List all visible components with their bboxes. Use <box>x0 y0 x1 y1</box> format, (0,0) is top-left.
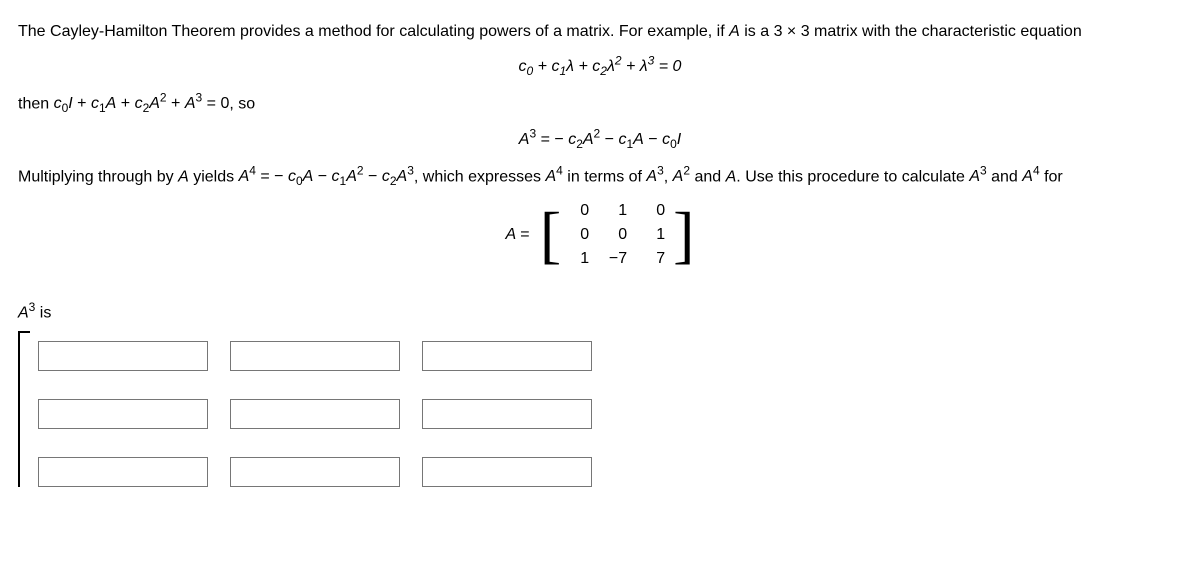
p3f: and <box>690 168 726 185</box>
left-bracket-icon: [ <box>540 208 561 262</box>
p3-A4a: A4 <box>545 168 562 185</box>
p3-A2: A2 <box>673 168 690 185</box>
intro-text-b: is a 3 × 3 matrix with the characteristi… <box>740 23 1082 40</box>
a3-cell-2-0[interactable] <box>38 457 208 487</box>
intro-text-a: The Cayley-Hamilton Theorem provides a m… <box>18 23 729 40</box>
eq2-text: A3 = − c2A2 − c1A − c0I <box>519 131 681 148</box>
p3-A: A <box>726 168 737 185</box>
a3-input-matrix <box>18 331 596 487</box>
p3-A3b: A3 <box>969 168 986 185</box>
matrix-cell: 1 <box>645 226 665 244</box>
input-left-bracket-icon <box>18 331 30 487</box>
p3a: Multiplying through by <box>18 168 178 185</box>
right-bracket-icon: ] <box>673 208 694 262</box>
p3b: yields <box>189 168 239 185</box>
then-paragraph: then c0I + c1A + c2A2 + A3 = 0, so <box>18 89 1182 118</box>
eq1-text: c0 + c1λ + c2λ2 + λ3 = 0 <box>519 58 682 75</box>
then-eq: c0I + c1A + c2A2 + A3 = 0 <box>54 95 230 112</box>
p3g: . Use this procedure to calculate <box>736 168 969 185</box>
p3i: for <box>1040 168 1063 185</box>
a3-equation: A3 = − c2A2 − c1A − c0I <box>18 127 1182 152</box>
matrix-cell: 0 <box>645 202 665 220</box>
multiply-paragraph: Multiplying through by A yields A4 = − c… <box>18 162 1182 191</box>
p3-A1: A <box>178 168 189 185</box>
a3-cell-1-0[interactable] <box>38 399 208 429</box>
a3-cell-0-1[interactable] <box>230 341 400 371</box>
p3d: , which expresses <box>414 168 546 185</box>
p3e: in terms of <box>563 168 647 185</box>
p3h: and <box>987 168 1023 185</box>
matrix-cell: 1 <box>569 250 589 268</box>
a3-cell-1-1[interactable] <box>230 399 400 429</box>
matrix-cell: 0 <box>569 226 589 244</box>
intro-paragraph: The Cayley-Hamilton Theorem provides a m… <box>18 20 1182 44</box>
a3-cell-0-0[interactable] <box>38 341 208 371</box>
p3-A3: A3 <box>646 168 663 185</box>
matrix-cell: 0 <box>569 202 589 220</box>
a3-cell-0-2[interactable] <box>422 341 592 371</box>
matrix-cell: −7 <box>607 250 627 268</box>
p3-A4b: A4 <box>1022 168 1039 185</box>
matrix-cell: 0 <box>607 226 627 244</box>
matrix-cell: 1 <box>607 202 627 220</box>
a3-cell-1-2[interactable] <box>422 399 592 429</box>
matrix-cell: 7 <box>645 250 665 268</box>
characteristic-equation: c0 + c1λ + c2λ2 + λ3 = 0 <box>18 54 1182 79</box>
p3-eq: A4 = − c0A − c1A2 − c2A3 <box>239 168 414 185</box>
a3-cell-2-2[interactable] <box>422 457 592 487</box>
intro-A: A <box>729 23 740 40</box>
matrix-A-grid: 0 1 0 0 0 1 1 −7 7 <box>561 200 673 270</box>
then-suffix: , so <box>229 95 255 112</box>
a3-answer-label: A3 is <box>18 298 1182 325</box>
then-prefix: then <box>18 95 54 112</box>
matrix-A-label: A = <box>506 226 530 243</box>
a3-cell-2-1[interactable] <box>230 457 400 487</box>
matrix-A-display: A = [ 0 1 0 0 0 1 1 −7 7 ] <box>18 200 1182 270</box>
